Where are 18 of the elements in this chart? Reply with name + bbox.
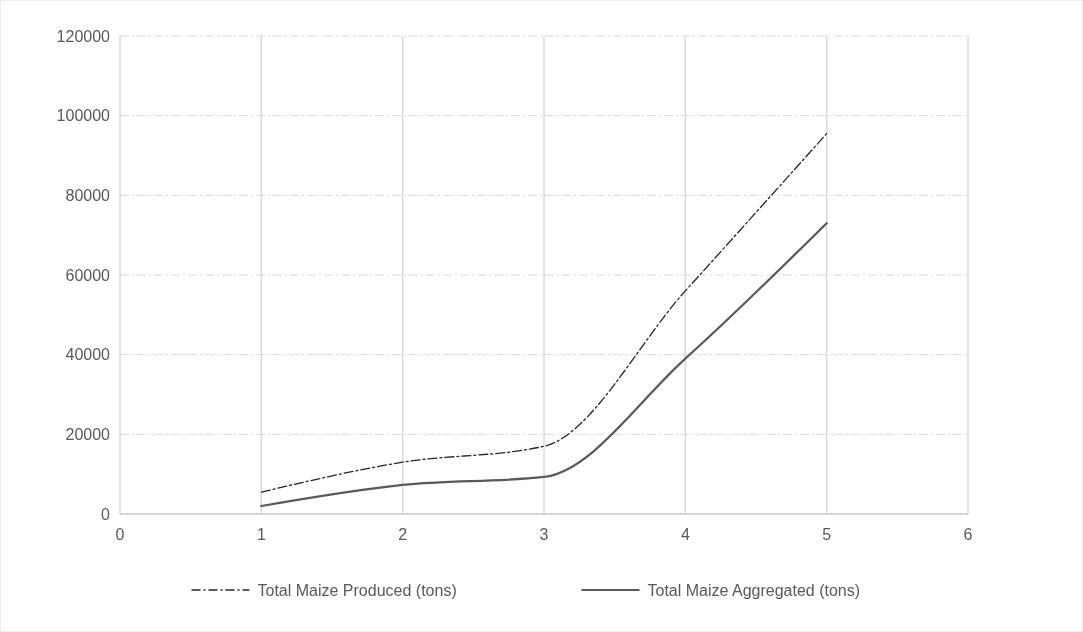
line-series	[260, 222, 828, 508]
y-tick-label: 120000	[56, 27, 111, 45]
x-tick-label: 6	[963, 526, 973, 543]
x-tick-label: 4	[680, 526, 690, 543]
x-tick-label: 0	[115, 526, 125, 543]
x-tick-label: 5	[822, 526, 832, 543]
x-tick-label: 3	[539, 526, 549, 543]
x-tick-label: 1	[256, 526, 266, 543]
line-series	[260, 132, 828, 493]
legend-label: Total Maize Produced (tons)	[257, 581, 457, 599]
y-tick-label: 40000	[65, 346, 111, 364]
legend-label: Total Maize Aggregated (tons)	[647, 581, 861, 599]
x-tick-label: 2	[398, 526, 408, 543]
y-tick-label: 80000	[65, 186, 111, 204]
y-tick-label: 60000	[65, 266, 111, 284]
y-tick-label: 0	[101, 505, 111, 523]
y-tick-label: 20000	[65, 425, 111, 443]
y-tick-label: 100000	[56, 107, 111, 125]
